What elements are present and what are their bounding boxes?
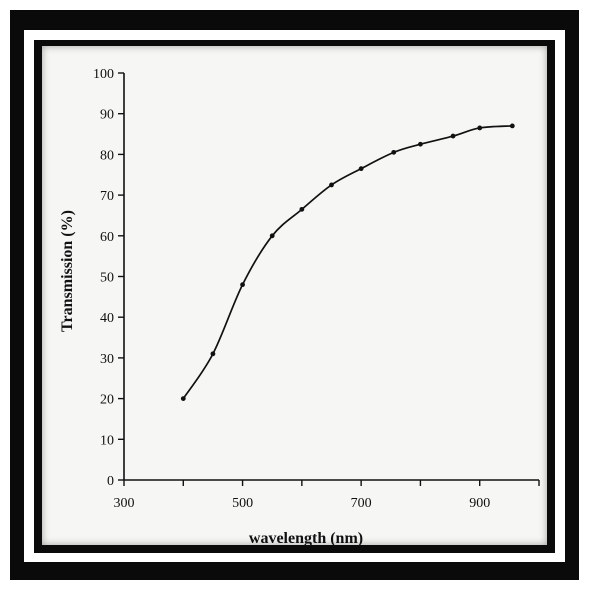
series-line — [182, 125, 513, 400]
y-tick-label: 100 — [93, 67, 114, 82]
y-tick-label: 50 — [100, 271, 114, 286]
data-point — [210, 351, 216, 357]
data-point — [299, 206, 305, 212]
data-point — [418, 141, 423, 147]
y-tick-label: 70 — [100, 189, 114, 204]
plot-panel — [42, 46, 547, 545]
y-axis-label: Transmission (%) — [59, 210, 76, 332]
data-points — [180, 123, 515, 401]
data-point — [240, 282, 245, 288]
x-axis-ticks: 300 500 700 900 — [114, 480, 540, 511]
y-tick-label: 10 — [100, 433, 114, 448]
data-point — [450, 133, 456, 139]
data-point — [269, 233, 275, 239]
x-tick-label: 500 — [232, 496, 253, 511]
y-tick-label: 30 — [100, 352, 114, 367]
x-tick-label: 300 — [114, 496, 135, 511]
data-point — [477, 125, 483, 131]
y-tick-label: 80 — [100, 148, 114, 163]
y-tick-label: 40 — [100, 311, 114, 326]
y-axis-ticks: 0 10 20 30 40 50 60 70 80 90 100 — [93, 67, 124, 489]
x-axis-label: wavelength (nm) — [249, 530, 363, 547]
y-tick-label: 60 — [100, 230, 114, 245]
y-tick-label: 0 — [107, 474, 114, 489]
data-point — [180, 396, 186, 401]
x-tick-label: 700 — [351, 496, 372, 511]
y-tick-label: 20 — [100, 393, 114, 408]
x-tick-label: 900 — [469, 496, 490, 511]
data-point — [509, 123, 515, 129]
data-point — [329, 182, 334, 188]
y-tick-label: 90 — [100, 108, 114, 123]
data-point — [358, 166, 364, 172]
data-point — [391, 149, 397, 155]
